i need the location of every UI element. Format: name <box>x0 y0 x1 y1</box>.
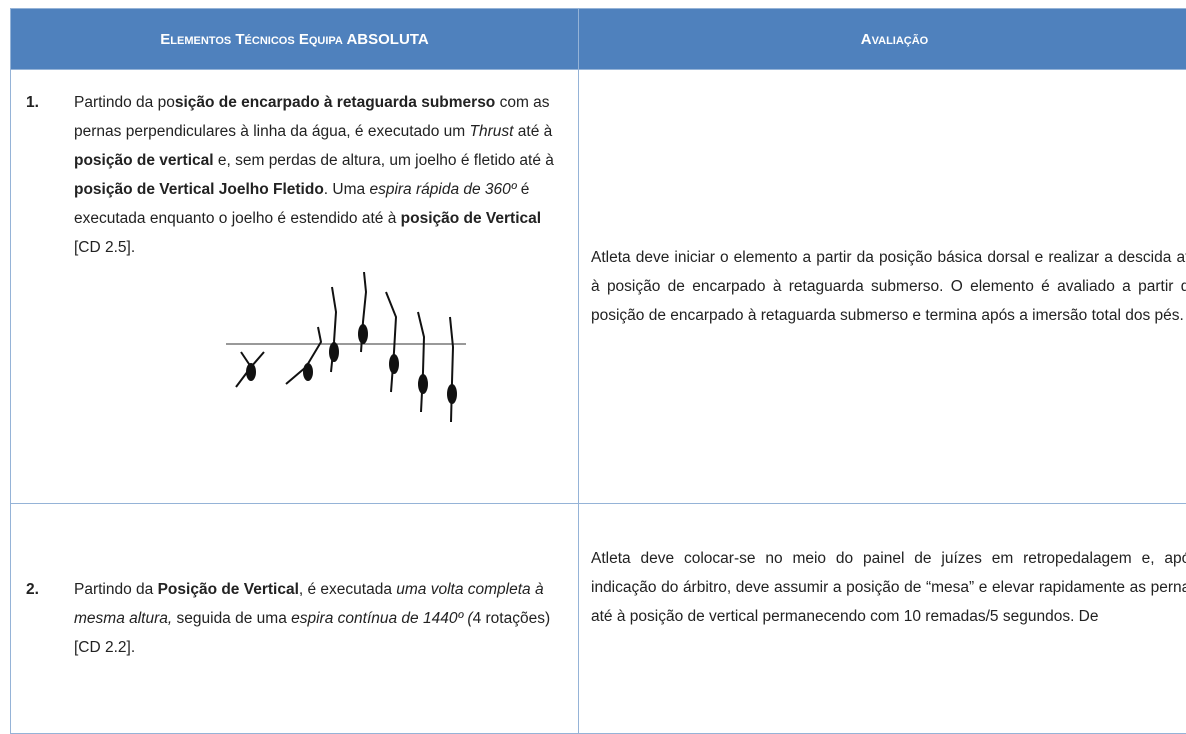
bold-text-run: sição de encarpado à retaguarda submerso <box>175 94 495 111</box>
bold-text-run: posição de Vertical Joelho Fletido <box>74 181 324 198</box>
bold-text-run: posição de Vertical <box>401 210 541 227</box>
bold-text-run: posição de vertical <box>74 152 214 169</box>
item-number: 2. <box>26 575 74 662</box>
bold-text-run: Posição de Vertical <box>158 581 299 598</box>
italic-text-run: espira contínua de 1440º ( <box>291 610 472 627</box>
row: 2. Partindo da Posição de Vertical, é ex… <box>11 504 1186 734</box>
evaluation-cell: Atleta deve iniciar o elemento a partir … <box>579 70 1186 504</box>
text-run: [CD 2.5]. <box>74 239 135 256</box>
row: 1. Partindo da posição de encarpado à re… <box>11 70 1186 504</box>
item: 1. Partindo da posição de encarpado à re… <box>26 88 568 262</box>
item-text: Partindo da Posição de Vertical, é execu… <box>74 575 568 662</box>
item-number: 1. <box>26 88 74 262</box>
italic-text-run: Thrust <box>470 123 514 140</box>
header-row: Elementos Técnicos Equipa ABSOLUTA Avali… <box>11 9 1186 70</box>
italic-text-run: espira rápida de 360º <box>369 181 516 198</box>
text-run: e, sem perdas de altura, um joelho é fle… <box>214 152 554 169</box>
text-run: seguida de uma <box>172 610 291 627</box>
document: Elementos Técnicos Equipa ABSOLUTA Avali… <box>10 8 1186 734</box>
text-run: Partindo da po <box>74 94 175 111</box>
text-run: . Uma <box>324 181 370 198</box>
text-run: Partindo da <box>74 581 158 598</box>
elements-table: Elementos Técnicos Equipa ABSOLUTA Avali… <box>10 8 1186 734</box>
page: Elementos Técnicos Equipa ABSOLUTA Avali… <box>0 0 1186 715</box>
evaluation-cell: Atleta deve colocar-se no meio do painel… <box>579 504 1186 734</box>
item-text: Partindo da posição de encarpado à retag… <box>74 88 568 262</box>
text-run: , é executada <box>299 581 396 598</box>
header-cell: Avaliação <box>579 9 1186 70</box>
element-cell: 2. Partindo da Posição de Vertical, é ex… <box>11 504 579 734</box>
header-cell: Elementos Técnicos Equipa ABSOLUTA <box>11 9 579 70</box>
figure-illustration <box>226 272 486 442</box>
text-run: até à <box>513 123 552 140</box>
element-cell: 1. Partindo da posição de encarpado à re… <box>11 70 579 504</box>
item: 2. Partindo da Posição de Vertical, é ex… <box>26 575 568 662</box>
